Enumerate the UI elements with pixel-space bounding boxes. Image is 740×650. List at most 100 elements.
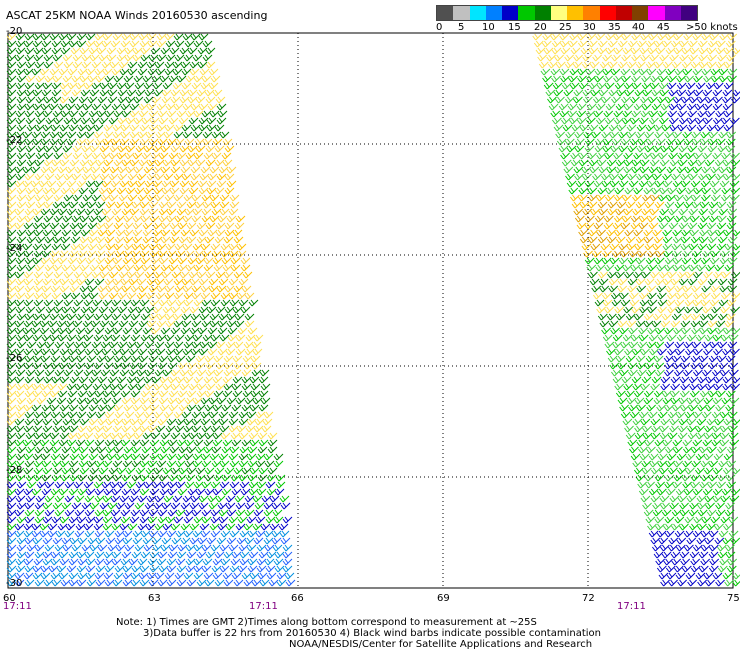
wind-barb <box>161 180 172 188</box>
wind-barb <box>725 502 735 510</box>
wind-barb <box>692 68 703 76</box>
wind-barb <box>723 173 733 181</box>
wind-barb <box>699 390 710 398</box>
wind-barb <box>137 362 148 370</box>
wind-barb <box>262 418 273 426</box>
wind-barb <box>217 502 228 510</box>
wind-barb <box>673 446 683 454</box>
wind-barb <box>191 411 202 419</box>
wind-barb <box>697 376 708 384</box>
wind-barb <box>77 425 88 433</box>
wind-barb <box>124 82 135 90</box>
wind-barb <box>57 390 68 398</box>
wind-barb <box>185 565 196 573</box>
wind-barb <box>130 313 141 321</box>
wind-barb <box>705 404 715 412</box>
wind-barb <box>606 348 616 356</box>
wind-barb <box>43 96 54 104</box>
wind-barb <box>146 495 157 503</box>
wind-barb <box>155 348 166 356</box>
wind-barb <box>76 131 87 139</box>
wind-barb <box>42 516 53 524</box>
wind-barb <box>224 285 235 293</box>
wind-barb <box>124 47 135 55</box>
wind-barb <box>256 565 267 573</box>
wind-barb <box>641 460 652 468</box>
wind-barb <box>145 523 156 531</box>
wind-barb <box>724 243 735 251</box>
wind-barb <box>729 495 740 503</box>
wind-barb <box>6 341 17 349</box>
wind-barb <box>228 278 239 286</box>
wind-barb <box>627 439 638 447</box>
wind-barb <box>216 537 227 545</box>
wind-barb <box>218 166 229 174</box>
wind-barb <box>44 236 55 244</box>
wind-barb <box>574 131 585 139</box>
wind-barb <box>175 299 186 307</box>
wind-barb <box>205 159 216 167</box>
wind-barb <box>570 194 580 202</box>
wind-barb <box>6 425 17 433</box>
wind-barb <box>215 96 226 104</box>
wind-barb <box>128 558 139 566</box>
wind-barb <box>203 257 214 265</box>
wind-barb <box>211 208 222 216</box>
wind-barb <box>664 474 675 482</box>
wind-barb <box>710 516 721 524</box>
wind-barb <box>149 474 160 482</box>
wind-barb <box>723 523 733 531</box>
wind-barb <box>25 145 36 153</box>
wind-barb <box>152 229 163 237</box>
wind-barb <box>196 369 207 377</box>
wind-barb <box>85 33 96 41</box>
wind-barb <box>163 411 174 419</box>
wind-barb <box>266 474 277 482</box>
wind-barb <box>606 313 617 321</box>
wind-barb <box>615 208 626 216</box>
wind-barb <box>25 201 36 209</box>
wind-barb <box>120 40 131 48</box>
wind-barb <box>40 453 51 461</box>
wind-barb <box>6 544 17 552</box>
wind-barb <box>235 523 246 531</box>
wind-barb <box>105 285 116 293</box>
wind-barb <box>42 229 53 237</box>
wind-barb <box>601 327 611 335</box>
wind-barb <box>730 348 740 356</box>
wind-barb <box>168 544 179 552</box>
wind-barb <box>713 383 724 391</box>
wind-barb <box>722 376 733 384</box>
wind-barb <box>682 250 692 258</box>
wind-barb <box>81 54 92 62</box>
wind-barb <box>136 278 147 286</box>
wind-barb <box>34 502 45 510</box>
wind-barb <box>208 411 219 419</box>
wind-barb <box>260 523 271 531</box>
wind-barb <box>639 159 650 167</box>
wind-barb <box>610 327 620 335</box>
wind-barb <box>723 47 734 55</box>
wind-barb <box>690 61 701 69</box>
wind-barb <box>172 61 183 69</box>
wind-barb <box>556 138 567 146</box>
wind-barb <box>122 530 133 538</box>
wind-barb <box>706 418 717 426</box>
wind-barb <box>6 439 17 447</box>
wind-barb <box>196 383 207 391</box>
wind-barb <box>120 124 131 132</box>
wind-barb <box>98 467 109 475</box>
wind-barb <box>226 215 237 223</box>
wind-barb <box>622 264 633 272</box>
wind-barb <box>75 439 86 447</box>
wind-barb <box>183 418 194 426</box>
wind-barb <box>170 159 181 167</box>
wind-barb <box>175 250 186 258</box>
wind-barb <box>661 124 672 132</box>
wind-barb <box>685 271 695 279</box>
wind-barb <box>571 124 582 132</box>
wind-barb <box>79 215 90 223</box>
wind-barb <box>166 299 177 307</box>
wind-barb <box>182 285 193 293</box>
wind-barb <box>50 285 61 293</box>
